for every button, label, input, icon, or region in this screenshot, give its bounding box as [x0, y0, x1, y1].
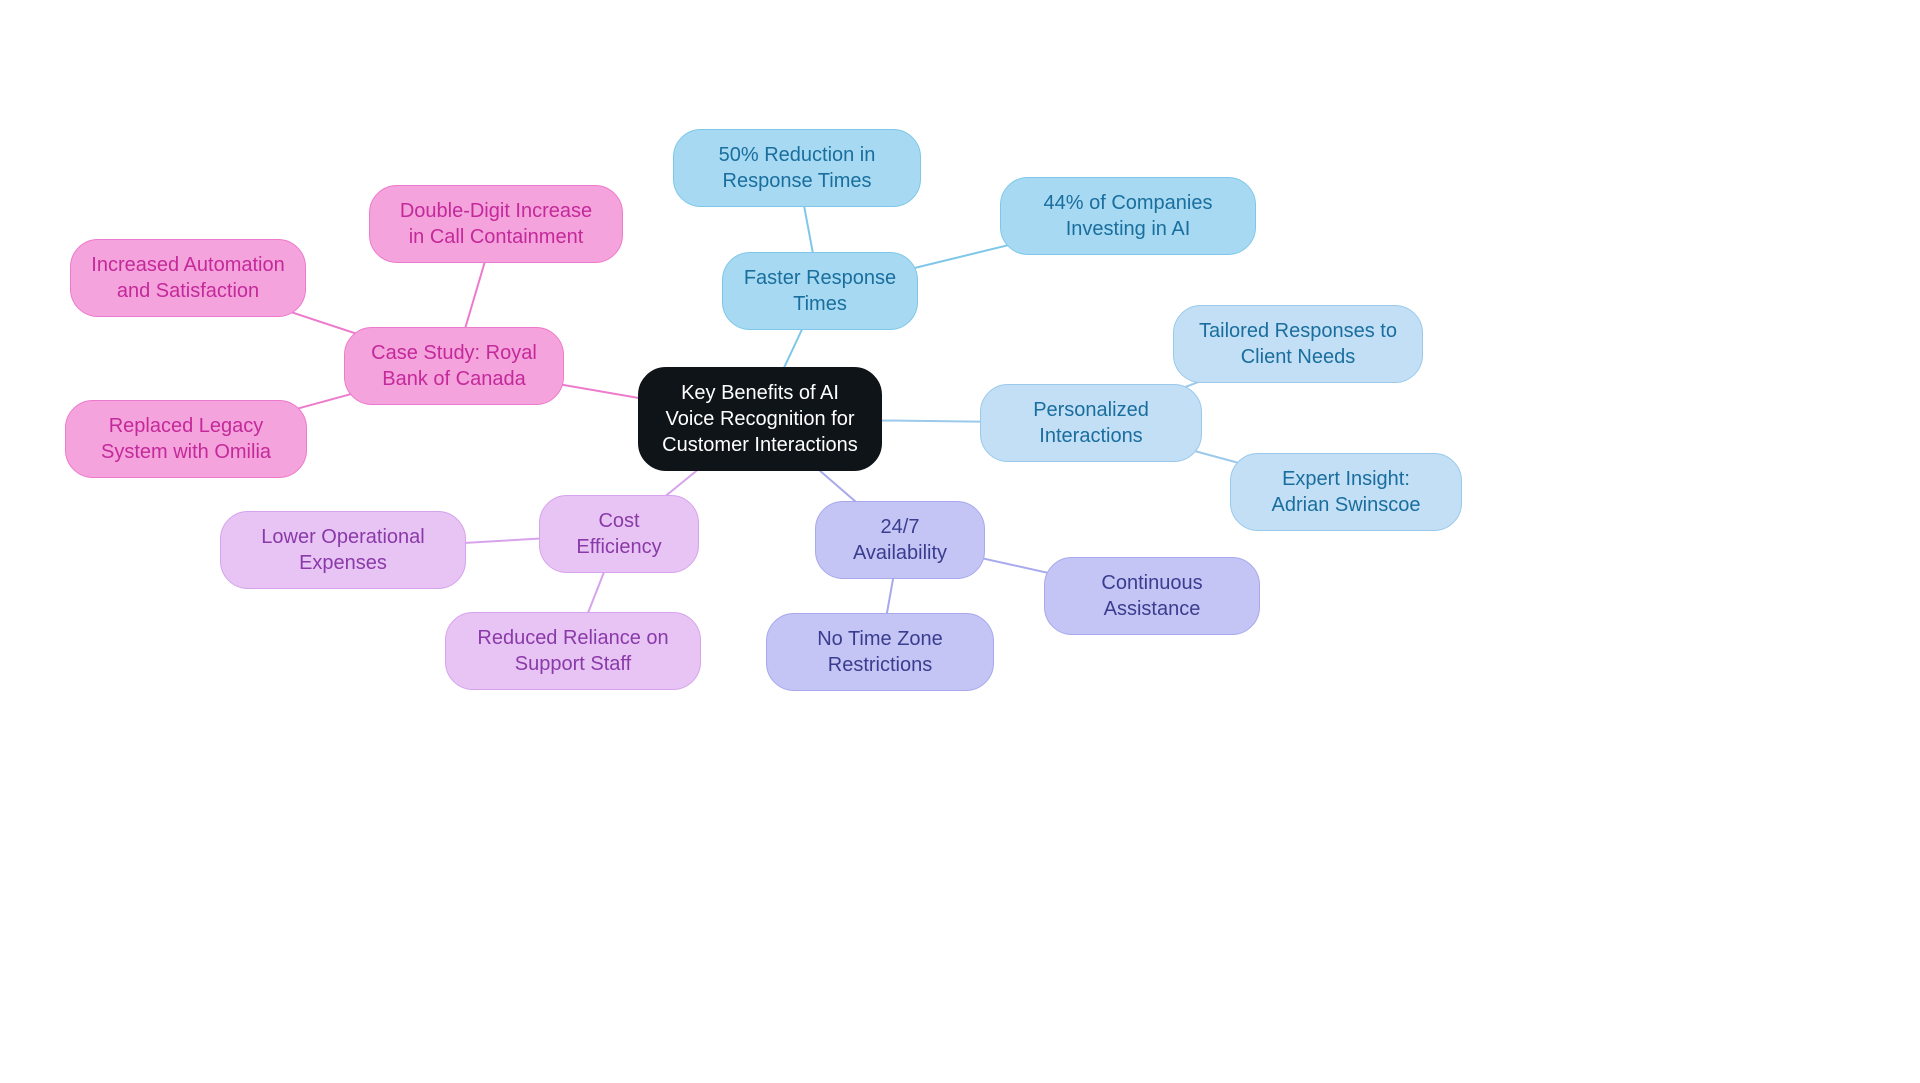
- node-cost: Cost Efficiency: [539, 495, 699, 573]
- node-avail-cont: Continuous Assistance: [1044, 557, 1260, 635]
- node-case: Case Study: Royal Bank of Canada: [344, 327, 564, 405]
- node-case-auto: Increased Automation and Satisfaction: [70, 239, 306, 317]
- center-node: Key Benefits of AI Voice Recognition for…: [638, 367, 882, 471]
- node-cost-lower: Lower Operational Expenses: [220, 511, 466, 589]
- node-case-legacy: Replaced Legacy System with Omilia: [65, 400, 307, 478]
- node-avail: 24/7 Availability: [815, 501, 985, 579]
- node-cost-reliance: Reduced Reliance on Support Staff: [445, 612, 701, 690]
- node-faster-50: 50% Reduction in Response Times: [673, 129, 921, 207]
- node-pers-expert: Expert Insight: Adrian Swinscoe: [1230, 453, 1462, 531]
- node-pers-tailored: Tailored Responses to Client Needs: [1173, 305, 1423, 383]
- node-avail-tz: No Time Zone Restrictions: [766, 613, 994, 691]
- node-case-double: Double-Digit Increase in Call Containmen…: [369, 185, 623, 263]
- node-faster: Faster Response Times: [722, 252, 918, 330]
- node-faster-44: 44% of Companies Investing in AI: [1000, 177, 1256, 255]
- node-personalized: Personalized Interactions: [980, 384, 1202, 462]
